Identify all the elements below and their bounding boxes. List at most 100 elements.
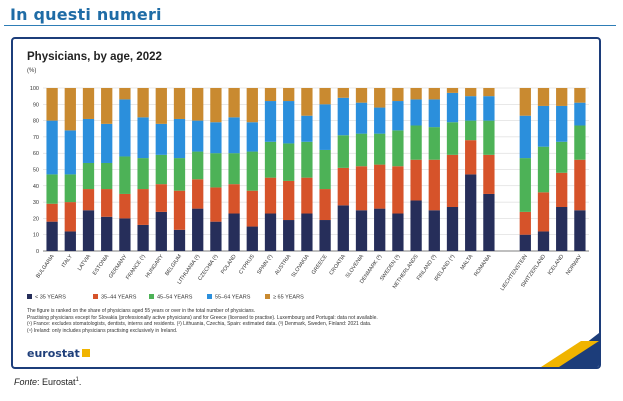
stacked-bar-chart: 0 10 20 30 40 50 60 70 80 90 100 BULGARIA ITALY LATVI…: [27, 86, 589, 301]
bar-segment: [574, 159, 586, 211]
source-label: Fonte: [14, 377, 38, 387]
bar-segment: [465, 120, 477, 141]
bar-segment: [519, 88, 531, 116]
section-title: In questi numeri: [10, 5, 162, 24]
legend-swatch: [265, 294, 270, 299]
bar-segment: [82, 210, 95, 251]
bar-segment: [46, 120, 58, 175]
eurostat-logo-mark: [81, 349, 90, 357]
bar-segment: [101, 216, 113, 251]
x-tick-label: CYPRUS: [238, 253, 256, 275]
bar-segment: [301, 115, 313, 142]
bar-segment: [410, 159, 422, 201]
bar-segment: [210, 153, 222, 188]
bar-segment: [264, 213, 277, 251]
x-tick-label: AUSTRIA: [274, 253, 293, 276]
bar-segment: [374, 133, 386, 165]
bar-segment: [410, 88, 422, 100]
bar-segment: [556, 206, 568, 251]
bar-segment: [392, 88, 404, 102]
bar-segment: [228, 184, 240, 214]
source-end: .: [78, 377, 82, 387]
heading-rule: [4, 25, 616, 26]
bar-segment: [519, 234, 531, 251]
bar-segment: [337, 205, 349, 251]
bar-segment: [137, 88, 149, 118]
bar-segment: [537, 146, 550, 193]
bar-segment: [64, 130, 76, 175]
bar-segment: [173, 229, 186, 251]
bar-segment: [246, 190, 258, 227]
bar-segment: [192, 120, 204, 152]
bar-segment: [64, 174, 76, 203]
bar-segment: [173, 158, 186, 191]
bar-segment: [137, 158, 149, 190]
y-tick-label: 0: [36, 249, 39, 255]
legend-swatch: [149, 294, 154, 299]
legend-swatch: [93, 294, 98, 299]
bar-segment: [301, 213, 313, 251]
bar-segment: [556, 105, 568, 142]
bar-segment: [173, 88, 186, 119]
bar-segment: [46, 174, 58, 204]
bar-segment: [410, 200, 422, 251]
bar-segment: [374, 208, 386, 251]
x-tick-label: LATVIA: [77, 253, 93, 272]
bar-segment: [228, 213, 240, 251]
x-tick-label: BULGARIA: [35, 253, 56, 279]
bar-segment: [319, 220, 331, 251]
legend-label: < 35 YEARS: [35, 295, 66, 301]
bar-segment: [355, 166, 368, 211]
bar-segment: [319, 149, 331, 190]
bar-segment: [319, 104, 331, 150]
y-tick-label: 50: [33, 168, 39, 174]
bar-segment: [574, 125, 586, 160]
chart-title: Physicians, by age, 2022: [27, 51, 162, 63]
bar-segment: [410, 125, 422, 160]
bar-segment: [428, 210, 440, 251]
bar-segment: [210, 221, 222, 251]
bar-segment: [46, 203, 58, 222]
bar-segment: [428, 127, 440, 160]
x-tick-label: FRANCE (¹): [125, 254, 147, 281]
bar-segment: [319, 189, 331, 221]
bar-segment: [519, 211, 531, 235]
x-tick-label: SLOVAKIA: [291, 253, 311, 278]
bar-segment: [119, 193, 131, 219]
bar-segment: [519, 115, 531, 159]
bar-segment: [337, 135, 349, 168]
source-text: : Eurostat: [37, 377, 76, 387]
x-tick-label: HUNGARY: [145, 253, 166, 279]
bar-segment: [483, 96, 495, 121]
bar-segment: [82, 189, 95, 211]
bar-segment: [446, 88, 459, 93]
x-tick-label: POLAND: [220, 254, 238, 276]
bar-segment: [137, 117, 149, 159]
x-tick-label: BELGIUM: [164, 253, 183, 277]
bar-segment: [374, 164, 386, 209]
bar-segment: [246, 226, 258, 251]
bar-segment: [465, 96, 477, 121]
bar-segment: [192, 151, 204, 180]
y-axis-unit: (%): [27, 68, 37, 74]
bar-segment: [392, 101, 404, 131]
section-heading: In questi numeri: [4, 2, 616, 26]
bar-segment: [264, 141, 277, 178]
bar-segment: [301, 177, 313, 214]
note-line: The figure is ranked on the share of phy…: [27, 308, 256, 314]
x-tick-label: MALTA: [460, 253, 475, 271]
bar-segment: [465, 140, 477, 175]
bar-segment: [228, 88, 240, 118]
bar-segment: [410, 99, 422, 126]
bar-segment: [374, 88, 386, 108]
bar-segment: [301, 141, 313, 178]
chart-card: Physicians, by age, 2022 (%) 0 10 20 30 40 50…: [11, 37, 601, 369]
bar-segment: [537, 231, 550, 251]
bar-segment: [537, 88, 550, 106]
bar-segment: [556, 88, 568, 106]
bar-segment: [337, 97, 349, 136]
eurostat-logo: eurostat: [27, 343, 90, 363]
bar-segment: [483, 193, 495, 251]
x-tick-label: CROATIA: [329, 253, 348, 276]
bar-segment: [428, 159, 440, 211]
